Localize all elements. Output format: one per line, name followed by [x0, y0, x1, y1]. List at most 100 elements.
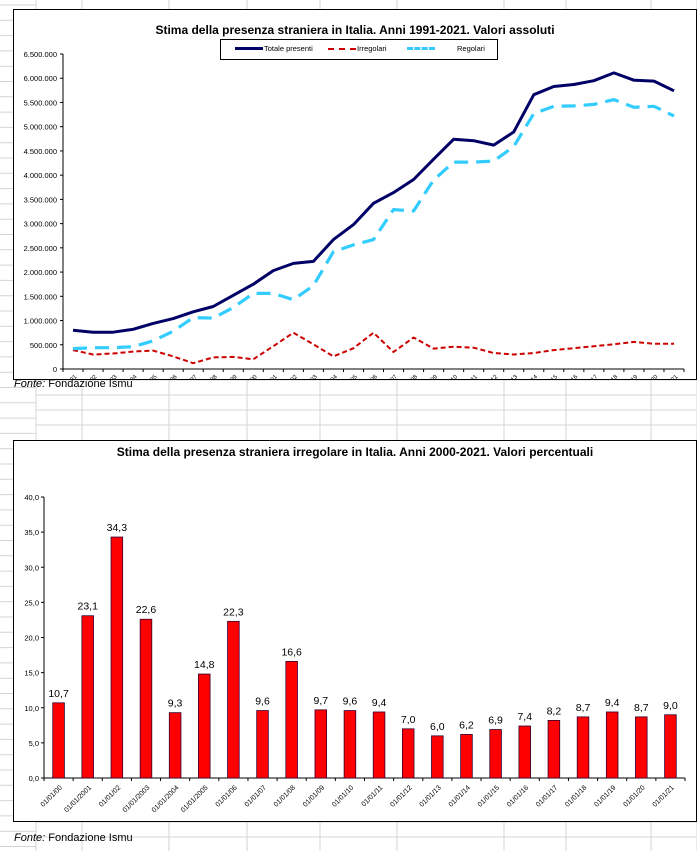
- bar: [314, 709, 328, 779]
- bar: [227, 620, 240, 779]
- x-tick-label: 01/01/13: [419, 784, 443, 808]
- x-tick-label: 01/01/15: [477, 784, 501, 808]
- bar-value-label: 7,4: [517, 711, 532, 723]
- x-tick-label: 01/01/2005: [180, 784, 210, 814]
- y-tick-label: 4.000.000: [24, 171, 57, 180]
- y-tick-label: 0: [53, 365, 57, 374]
- legend-label-irregolari: Irregolari: [357, 44, 387, 53]
- y-tick-label: 4.500.000: [24, 147, 57, 156]
- bar: [256, 710, 269, 779]
- y-tick-label: 1.500.000: [24, 292, 57, 301]
- x-tick-label: 01/01/97: [178, 374, 199, 379]
- bar: [401, 728, 415, 779]
- source-name: Fondazione Ismu: [45, 378, 133, 390]
- bar-value-label: 22,6: [136, 604, 157, 616]
- x-tick-label: 01/01/95: [138, 374, 159, 379]
- bar-value-label: 9,4: [372, 697, 387, 709]
- y-tick-label: 2.000.000: [24, 268, 57, 277]
- bar-value-label: 10,7: [48, 688, 69, 700]
- x-tick-label: 01/01/14: [448, 784, 472, 808]
- x-tick-label: 01/01/2001: [63, 784, 93, 814]
- x-tick-label: 01/01/11: [361, 784, 385, 808]
- bar-value-label: 9,6: [255, 696, 270, 708]
- x-tick-label: 01/01/09: [418, 374, 439, 379]
- x-tick-label: 01/01/15: [538, 374, 559, 379]
- bar-value-label: 7,0: [401, 714, 416, 726]
- x-tick-label: 01/01/12: [478, 374, 499, 379]
- x-tick-label: 01/01/02: [98, 784, 122, 808]
- y-tick-label: 2.500.000: [24, 244, 57, 253]
- bar-value-label: 6,9: [488, 715, 503, 727]
- y-tick-label: 6.000.000: [24, 74, 57, 83]
- bar-value-label: 9,6: [343, 696, 358, 708]
- x-tick-label: 01/01/2003: [122, 784, 152, 814]
- source-name: Fondazione Ismu: [45, 832, 133, 844]
- x-tick-label: 01/01/09: [302, 784, 326, 808]
- x-tick-label: 01/01/19: [593, 784, 617, 808]
- y-tick-label: 5.500.000: [24, 98, 57, 107]
- y-tick-label: 6.500.000: [24, 50, 57, 59]
- bar: [518, 725, 531, 779]
- legend-swatch-regolari: [407, 47, 435, 50]
- bar-value-label: 8,7: [576, 702, 591, 714]
- source-label: Fonte:: [14, 378, 46, 390]
- bar-value-label: 9,7: [313, 695, 328, 707]
- x-tick-label: 01/01/00: [238, 374, 259, 379]
- bar: [431, 735, 444, 779]
- x-tick-label: 01/01/19: [619, 374, 640, 379]
- y-tick-label: 3.500.000: [24, 195, 57, 204]
- bar: [81, 615, 94, 779]
- bar: [139, 618, 153, 779]
- y-tick-label: 20,0: [24, 634, 39, 643]
- bar-value-label: 9,4: [605, 697, 620, 709]
- bar-value-label: 9,0: [663, 700, 678, 712]
- bar-value-label: 6,2: [459, 719, 474, 731]
- x-tick-label: 01/01/14: [518, 374, 539, 379]
- x-tick-label: 01/01/07: [244, 784, 268, 808]
- y-tick-label: 0,0: [29, 774, 39, 783]
- x-tick-label: 01/01/20: [639, 374, 660, 379]
- x-tick-label: 01/01/18: [564, 784, 588, 808]
- legend-label-totale: Totale presenti: [264, 44, 313, 53]
- y-tick-label: 15,0: [24, 669, 39, 678]
- bar: [460, 734, 473, 779]
- x-tick-label: 01/01/13: [498, 374, 519, 379]
- series-line-regolari: [72, 97, 675, 351]
- legend-swatch-totale: [235, 47, 263, 50]
- bar-value-label: 16,6: [281, 646, 302, 658]
- bar: [52, 702, 65, 779]
- x-tick-label: 01/01/07: [378, 374, 399, 379]
- x-tick-label: 01/01/11: [459, 374, 480, 379]
- bar: [547, 719, 561, 779]
- bar: [198, 673, 211, 779]
- x-tick-label: 01/01/08: [273, 784, 297, 808]
- y-tick-label: 35,0: [24, 528, 39, 537]
- bar: [576, 716, 590, 779]
- bar: [605, 711, 619, 779]
- bar: [372, 711, 386, 779]
- bar: [168, 712, 182, 779]
- bar-value-label: 6,0: [430, 721, 445, 733]
- bar-value-label: 22,3: [223, 606, 244, 618]
- x-tick-label: 01/01/10: [438, 374, 459, 379]
- x-tick-label: 01/01/06: [215, 784, 239, 808]
- y-tick-label: 40,0: [24, 493, 39, 502]
- bar: [110, 536, 124, 779]
- legend-label-regolari: Regolari: [457, 44, 485, 53]
- legend-item-totale: Totale presenti: [235, 44, 313, 53]
- bar-chart-plot: 0,0 5,0 10,0 15,0 20,0 25,0 30,0 35,0 40,0 10,7 01…: [24, 493, 686, 814]
- x-tick-label: 01/01/20: [622, 784, 646, 808]
- source-note-2: Fonte: Fondazione Ismu: [14, 832, 133, 844]
- x-tick-label: 01/01/17: [579, 374, 600, 379]
- line-chart-title: Stima della presenza straniera in Italia…: [155, 23, 555, 37]
- source-note-1: Fonte: Fondazione Ismu: [14, 378, 133, 390]
- bar-value-label: 8,2: [547, 705, 562, 717]
- x-tick-label: 01/01/06: [358, 374, 379, 379]
- x-tick-label: 01/01/17: [535, 784, 559, 808]
- x-tick-label: 01/01/21: [659, 374, 680, 379]
- legend-swatch-irregolari: [328, 47, 356, 50]
- x-tick-label: 01/01/21: [652, 784, 676, 808]
- y-tick-label: 25,0: [24, 598, 39, 607]
- line-chart-legend: Totale presenti Irregolari Regolari: [220, 39, 498, 60]
- line-chart-container: Stima della presenza straniera in Italia…: [13, 9, 697, 380]
